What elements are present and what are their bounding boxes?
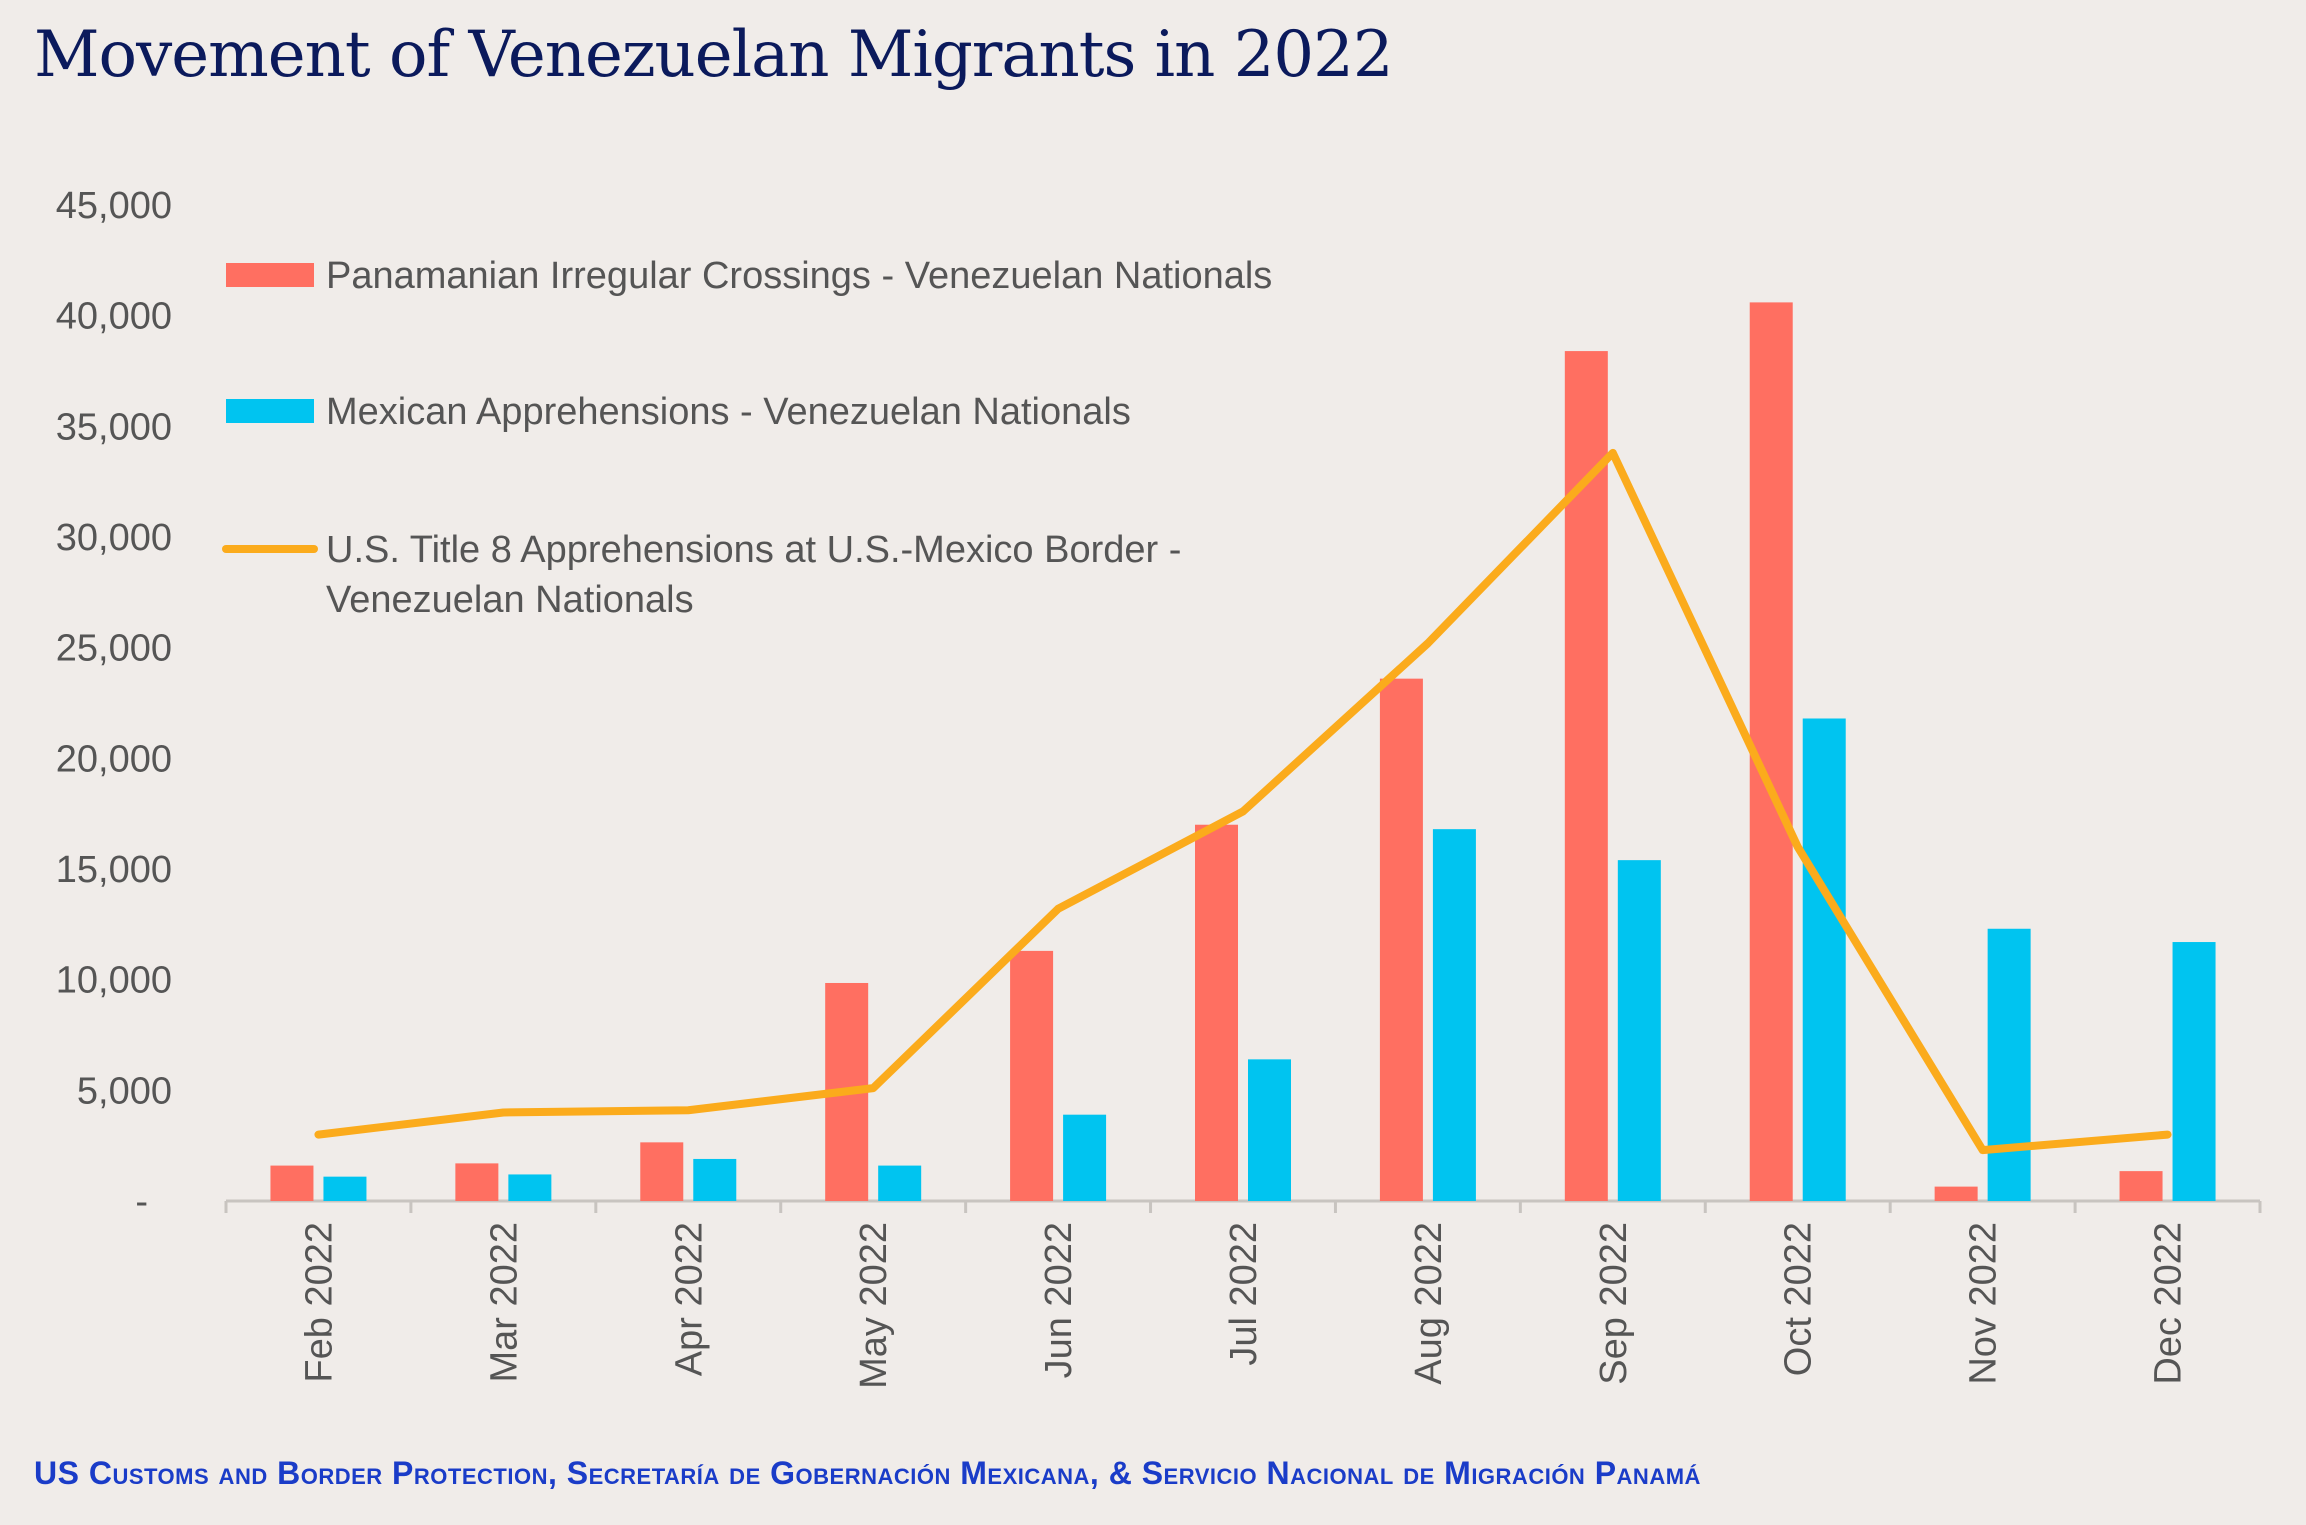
line-series-group (314, 448, 2172, 1155)
x-axis (224, 1199, 2262, 1213)
y-tick-label: 35,000 (56, 406, 172, 448)
legend-label: U.S. Title 8 Apprehensions at U.S.-Mexic… (326, 529, 1181, 571)
x-tick-label: Mar 2022 (483, 1222, 525, 1383)
y-axis: - 5,000 10,000 15,000 20,000 25,000 30,000 35,0… (56, 185, 172, 1223)
mexico-bar (878, 1165, 922, 1201)
mexico-bar (1248, 1059, 1291, 1201)
x-tick-label: Jul 2022 (1223, 1222, 1265, 1366)
panama-bar (2119, 1171, 2163, 1201)
x-tick-label: Feb 2022 (298, 1222, 340, 1383)
mexico-bar (1617, 860, 1661, 1201)
mexico-bar (508, 1174, 552, 1201)
y-tick-label: 45,000 (56, 185, 172, 227)
legend: Panamanian Irregular Crossings - Venezue… (222, 255, 1272, 621)
legend-label: Mexican Apprehensions - Venezuelan Natio… (326, 391, 1131, 433)
mexico-bar (1802, 718, 1846, 1201)
y-tick-label: 40,000 (56, 296, 172, 338)
y-tick-label: 20,000 (56, 738, 172, 780)
y-tick-label: 10,000 (56, 960, 172, 1002)
legend-swatch-panama (226, 263, 314, 287)
y-tick-label: 30,000 (56, 517, 172, 559)
panama-bar (1195, 824, 1238, 1201)
y-tick-label: 25,000 (56, 628, 172, 670)
x-tick-label: Dec 2022 (2148, 1222, 2190, 1385)
y-tick-label: 5,000 (77, 1070, 172, 1112)
y-tick-label: - (135, 1181, 148, 1223)
source-note: US Customs and Border Protection, Secret… (34, 1455, 1701, 1491)
x-tick-label: Sep 2022 (1593, 1222, 1635, 1385)
panama-bar (270, 1165, 314, 1201)
mexico-bar (323, 1176, 367, 1201)
mexico-bar (2172, 942, 2216, 1201)
x-tick-label: Jun 2022 (1038, 1222, 1080, 1378)
x-tick-label: Nov 2022 (1963, 1222, 2005, 1385)
bars-group (270, 302, 2216, 1202)
mexico-bar (1432, 829, 1476, 1201)
panama-bar (1379, 678, 1423, 1201)
x-tick-label: Oct 2022 (1778, 1222, 1820, 1376)
panama-bar (455, 1163, 499, 1201)
title8-line (314, 448, 2172, 1155)
panama-bar (1934, 1186, 1978, 1201)
x-tick-label: May 2022 (853, 1222, 895, 1389)
panama-bar (1010, 950, 1054, 1201)
legend-label: Venezuelan Nationals (326, 579, 694, 621)
mexico-bar (1987, 928, 2031, 1201)
chart-title: Movement of Venezuelan Migrants in 2022 (34, 18, 1394, 92)
mexico-bar (1063, 1114, 1107, 1201)
y-tick-label: 15,000 (56, 849, 172, 891)
legend-label: Panamanian Irregular Crossings - Venezue… (326, 255, 1272, 297)
panama-bar (640, 1142, 684, 1201)
legend-swatch-mexico (226, 399, 314, 423)
x-tick-label: Aug 2022 (1408, 1222, 1450, 1385)
x-tick-labels: Feb 2022 Mar 2022 Apr 2022 May 2022 Jun 2022… (298, 1222, 2189, 1389)
mexico-bar (693, 1158, 737, 1201)
x-tick-label: Apr 2022 (668, 1222, 710, 1376)
